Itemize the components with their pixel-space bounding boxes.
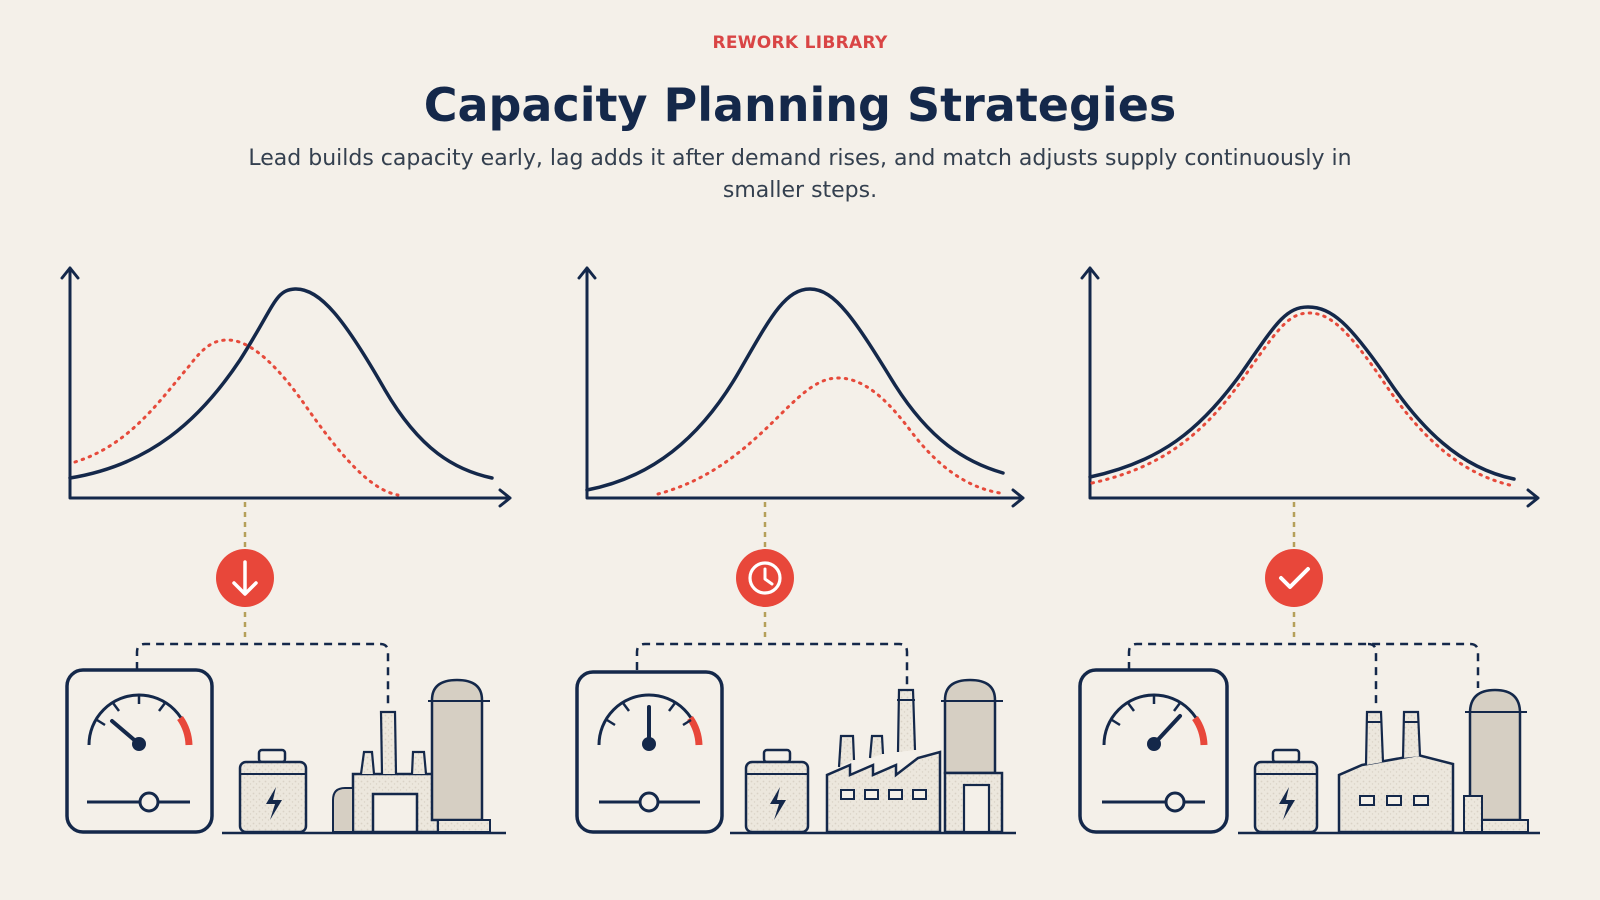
demand-curve xyxy=(1088,305,1516,481)
page-title: Capacity Planning Strategies xyxy=(423,78,1177,132)
gauge-icon xyxy=(1078,668,1229,834)
factory-icon xyxy=(825,688,942,834)
factory-icon xyxy=(332,710,440,834)
chart-axes xyxy=(60,266,512,508)
chart-axes xyxy=(577,266,1025,508)
silo-icon xyxy=(1463,688,1529,833)
eyebrow-label: REWORK LIBRARY xyxy=(712,33,888,53)
silo-icon xyxy=(941,678,1004,834)
silo-icon xyxy=(428,678,491,833)
battery-icon xyxy=(238,748,308,834)
panel-lag xyxy=(575,266,1025,835)
panel-lead xyxy=(60,266,512,835)
chart-lag xyxy=(577,266,1025,508)
battery-icon xyxy=(1253,748,1319,834)
chart-lead xyxy=(60,266,512,508)
chart-axes xyxy=(1080,266,1540,508)
demand-curve xyxy=(585,287,1005,492)
demand-curve xyxy=(68,287,494,480)
gauge-icon xyxy=(575,670,724,834)
panel-match xyxy=(1078,266,1540,835)
arrow-down-icon xyxy=(216,549,274,607)
clock-icon xyxy=(736,549,794,607)
factory-icon xyxy=(1337,710,1455,834)
gauge-icon xyxy=(65,668,214,834)
dashed-connector xyxy=(135,642,390,704)
page-subtitle: Lead builds capacity early, lag adds it … xyxy=(248,146,1352,203)
capacity-curve xyxy=(1090,311,1516,488)
dashed-connector xyxy=(1127,642,1480,706)
chart-match xyxy=(1080,266,1540,508)
battery-icon xyxy=(744,748,810,834)
capacity-curve xyxy=(656,376,1002,496)
dashed-connector xyxy=(635,642,909,688)
checkmark-icon xyxy=(1265,549,1323,607)
